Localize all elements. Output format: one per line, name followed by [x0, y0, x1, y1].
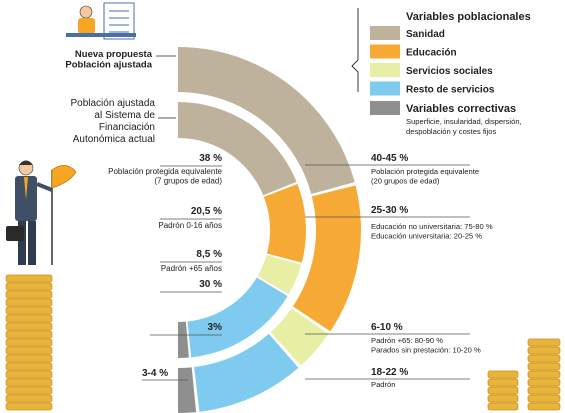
inner-ring-segment-variables-correctivas [178, 321, 189, 358]
coin-stack-right-tall [527, 338, 561, 411]
outer-ring-segment-resto-de-servicios [194, 333, 299, 412]
outer-note-educacion: Educación no universitaria: 75-80 % Educa… [371, 222, 493, 241]
outer-value-resto-de-servicios: 18-22 % [371, 367, 408, 378]
inner-ring-segment-sanidad [178, 102, 297, 196]
legend-bracket [351, 8, 359, 92]
outer-value-sanidad: 40-45 % [371, 153, 408, 164]
outer-ring-segment-variables-correctivas [178, 367, 197, 413]
inner-ring-segment-resto-de-servicios [187, 277, 288, 358]
legend-swatch-sanidad [370, 26, 400, 40]
outer-value-servicios-sociales: 6-10 % [371, 322, 403, 333]
legend-title-populacionales: Variables poblacionales [406, 11, 531, 23]
legend-swatch-resto-de-servicios [370, 81, 400, 96]
coin-stack-right-small [487, 370, 519, 411]
legend-title-correctivas: Variables correctivas [406, 103, 516, 115]
outer-ring-segment-educacion [292, 185, 361, 332]
coin-stack-left [5, 274, 53, 411]
decoration [5, 2, 561, 411]
inner-ring-segment-servicios-sociales [257, 255, 302, 295]
donut-rings [178, 47, 361, 413]
legend-label-sanidad: Sanidad [406, 29, 445, 40]
inner-value-resto-de-servicios: 30 % [199, 279, 222, 290]
legend-label-resto-de-servicios: Resto de servicios [406, 85, 495, 96]
outer-ring-segment-servicios-sociales [270, 308, 329, 366]
inner-value-educacion: 20,5 % [191, 206, 222, 217]
inner-note-educacion: Padrón 0-16 años [158, 221, 222, 230]
legend: Variables poblacionales Sanidad Educación S… [351, 8, 531, 136]
outer-note-servicios-sociales: Padrón +65: 80-90 % Parados sin prestació… [371, 336, 481, 355]
outer-note-resto-de-servicios: Padrón [371, 380, 396, 389]
outer-value-educacion: 25-30 % [371, 205, 408, 216]
outer-note-sanidad: Población protegida equivalente (20 grupo… [371, 167, 479, 186]
inner-note-sanidad: Población protegida equivalente (7 grupos… [108, 167, 222, 186]
inner-note-servicios-sociales: Padrón +65 años [161, 264, 222, 273]
inner-value-sanidad: 38 % [199, 153, 222, 164]
legend-swatch-servicios-sociales [370, 63, 400, 77]
legend-swatch-variables-correctivas [370, 101, 400, 115]
legend-note-correctivas: Superficie, insularidad, dispersión, desp… [406, 117, 522, 136]
legend-label-educacion: Educación [406, 48, 457, 59]
outer-ring-segment-sanidad [178, 47, 355, 194]
person-at-desk-illustration [66, 2, 136, 40]
legend-label-servicios-sociales: Servicios sociales [406, 66, 493, 77]
inner-value-variables-correctivas: 3% [208, 322, 223, 333]
outer-ring-title: Nueva propuesta Población ajustada [65, 49, 152, 71]
data-labels: Nueva propuesta Población ajustada Poblaci… [65, 49, 492, 389]
guide-lines [142, 55, 470, 381]
legend-swatch-educacion [370, 44, 400, 59]
outer-value-variables-correctivas: 3-4 % [142, 368, 168, 379]
inner-ring-title: Población ajustada al Sistema de Financiac… [70, 98, 155, 145]
inner-value-servicios-sociales: 8,5 % [196, 249, 222, 260]
businessman-illustration [6, 160, 77, 265]
inner-ring-segment-educacion [263, 183, 306, 263]
